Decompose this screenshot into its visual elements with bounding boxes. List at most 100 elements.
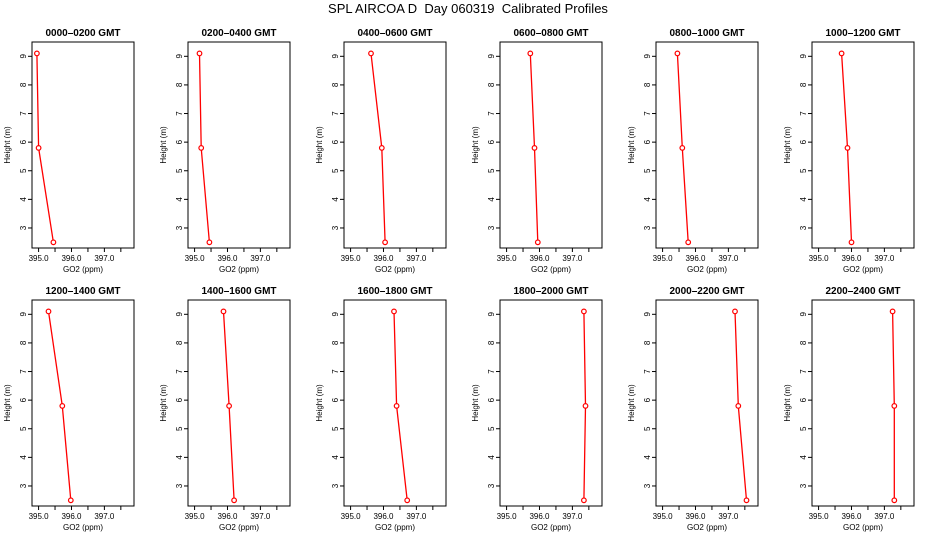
y-tick-label: 7	[487, 111, 496, 116]
plot-frame	[343, 299, 447, 507]
x-tick-label: 396.0	[529, 254, 550, 263]
data-point	[582, 403, 589, 409]
y-tick-label: 5	[331, 168, 340, 173]
data-point	[404, 497, 411, 504]
x-tick-label: 395.0	[497, 512, 518, 521]
y-tick-label: 9	[799, 54, 808, 59]
y-tick-label: 9	[487, 312, 496, 317]
x-tick-label: 397.0	[250, 254, 271, 263]
x-tick-label: 397.0	[250, 512, 271, 521]
y-tick-label: 3	[331, 483, 340, 488]
y-tick-label: 6	[19, 139, 28, 144]
y-tick-label: 8	[643, 82, 652, 87]
data-point	[581, 497, 587, 504]
x-tick-label: 395.0	[29, 254, 50, 263]
plot-frame	[499, 41, 603, 249]
y-axis-label: Height (m)	[783, 384, 792, 422]
y-axis-label: Height (m)	[159, 126, 168, 164]
panel-title: 2000–2200 GMT	[669, 286, 744, 297]
y-tick-label: 3	[799, 483, 808, 488]
y-tick-label: 5	[175, 168, 184, 173]
y-tick-label: 5	[487, 426, 496, 431]
y-axis-label: Height (m)	[471, 384, 480, 422]
plot-frame	[187, 41, 291, 249]
x-axis-label: GO2 (ppm)	[219, 265, 259, 274]
x-tick-label: 396.0	[841, 254, 862, 263]
y-tick-label: 9	[19, 312, 28, 317]
y-tick-label: 7	[331, 369, 340, 374]
y-tick-label: 4	[643, 455, 652, 460]
plot-frame	[811, 299, 915, 507]
y-tick-label: 5	[175, 426, 184, 431]
y-tick-label: 8	[175, 82, 184, 87]
data-point	[391, 308, 397, 315]
y-tick-label: 9	[175, 54, 184, 59]
y-axis-label: Height (m)	[783, 126, 792, 164]
data-point	[891, 403, 898, 409]
panel-title: 1800–2000 GMT	[513, 286, 588, 297]
y-tick-label: 8	[19, 82, 28, 87]
y-tick-label: 9	[643, 54, 652, 59]
y-tick-label: 6	[487, 139, 496, 144]
y-tick-label: 8	[487, 340, 496, 345]
panel-title: 0800–1000 GMT	[669, 28, 744, 39]
x-tick-label: 396.0	[685, 512, 706, 521]
data-point	[531, 144, 538, 151]
y-tick-label: 3	[487, 483, 496, 488]
x-axis-label: GO2 (ppm)	[843, 265, 883, 274]
y-tick-label: 7	[19, 111, 28, 116]
y-tick-label: 4	[799, 455, 808, 460]
x-axis-label: GO2 (ppm)	[63, 523, 103, 532]
y-tick-label: 6	[487, 397, 496, 402]
data-point	[848, 239, 855, 246]
y-tick-label: 7	[175, 111, 184, 116]
data-point	[685, 239, 692, 246]
y-tick-label: 8	[331, 340, 340, 345]
data-point	[59, 403, 66, 409]
data-point	[891, 497, 898, 504]
data-point	[231, 497, 238, 504]
x-tick-label: 397.0	[874, 254, 895, 263]
y-tick-label: 4	[331, 197, 340, 202]
panel-title: 0600–0800 GMT	[513, 28, 588, 39]
data-point	[735, 403, 742, 409]
x-tick-label: 396.0	[841, 512, 862, 521]
y-tick-label: 8	[799, 340, 808, 345]
data-point	[679, 144, 686, 151]
data-point	[844, 144, 851, 151]
x-tick-label: 397.0	[406, 254, 427, 263]
x-axis-label: GO2 (ppm)	[531, 265, 571, 274]
y-tick-label: 3	[487, 225, 496, 230]
y-tick-label: 5	[799, 168, 808, 173]
y-tick-label: 5	[643, 168, 652, 173]
y-tick-label: 8	[175, 340, 184, 345]
y-tick-label: 4	[19, 455, 28, 460]
y-tick-label: 8	[19, 340, 28, 345]
data-point	[838, 50, 845, 57]
x-tick-label: 396.0	[217, 254, 238, 263]
x-tick-label: 395.0	[497, 254, 518, 263]
x-tick-label: 395.0	[185, 254, 206, 263]
x-tick-label: 396.0	[529, 512, 550, 521]
x-tick-label: 395.0	[653, 512, 674, 521]
panel-title: 1400–1600 GMT	[201, 286, 276, 297]
y-tick-label: 6	[799, 397, 808, 402]
y-tick-label: 6	[175, 139, 184, 144]
x-tick-label: 397.0	[94, 254, 115, 263]
x-axis-label: GO2 (ppm)	[63, 265, 103, 274]
plot-frame	[655, 299, 759, 507]
y-tick-label: 3	[331, 225, 340, 230]
y-axis-label: Height (m)	[627, 126, 636, 164]
y-axis-label: Height (m)	[627, 384, 636, 422]
y-axis-label: Height (m)	[159, 384, 168, 422]
y-tick-label: 3	[175, 225, 184, 230]
x-tick-label: 397.0	[94, 512, 115, 521]
plot-frame	[31, 299, 135, 507]
x-tick-label: 395.0	[809, 254, 830, 263]
x-tick-label: 397.0	[562, 512, 583, 521]
data-point	[527, 50, 534, 57]
y-tick-label: 7	[799, 111, 808, 116]
y-tick-label: 9	[331, 312, 340, 317]
x-tick-label: 396.0	[61, 512, 82, 521]
